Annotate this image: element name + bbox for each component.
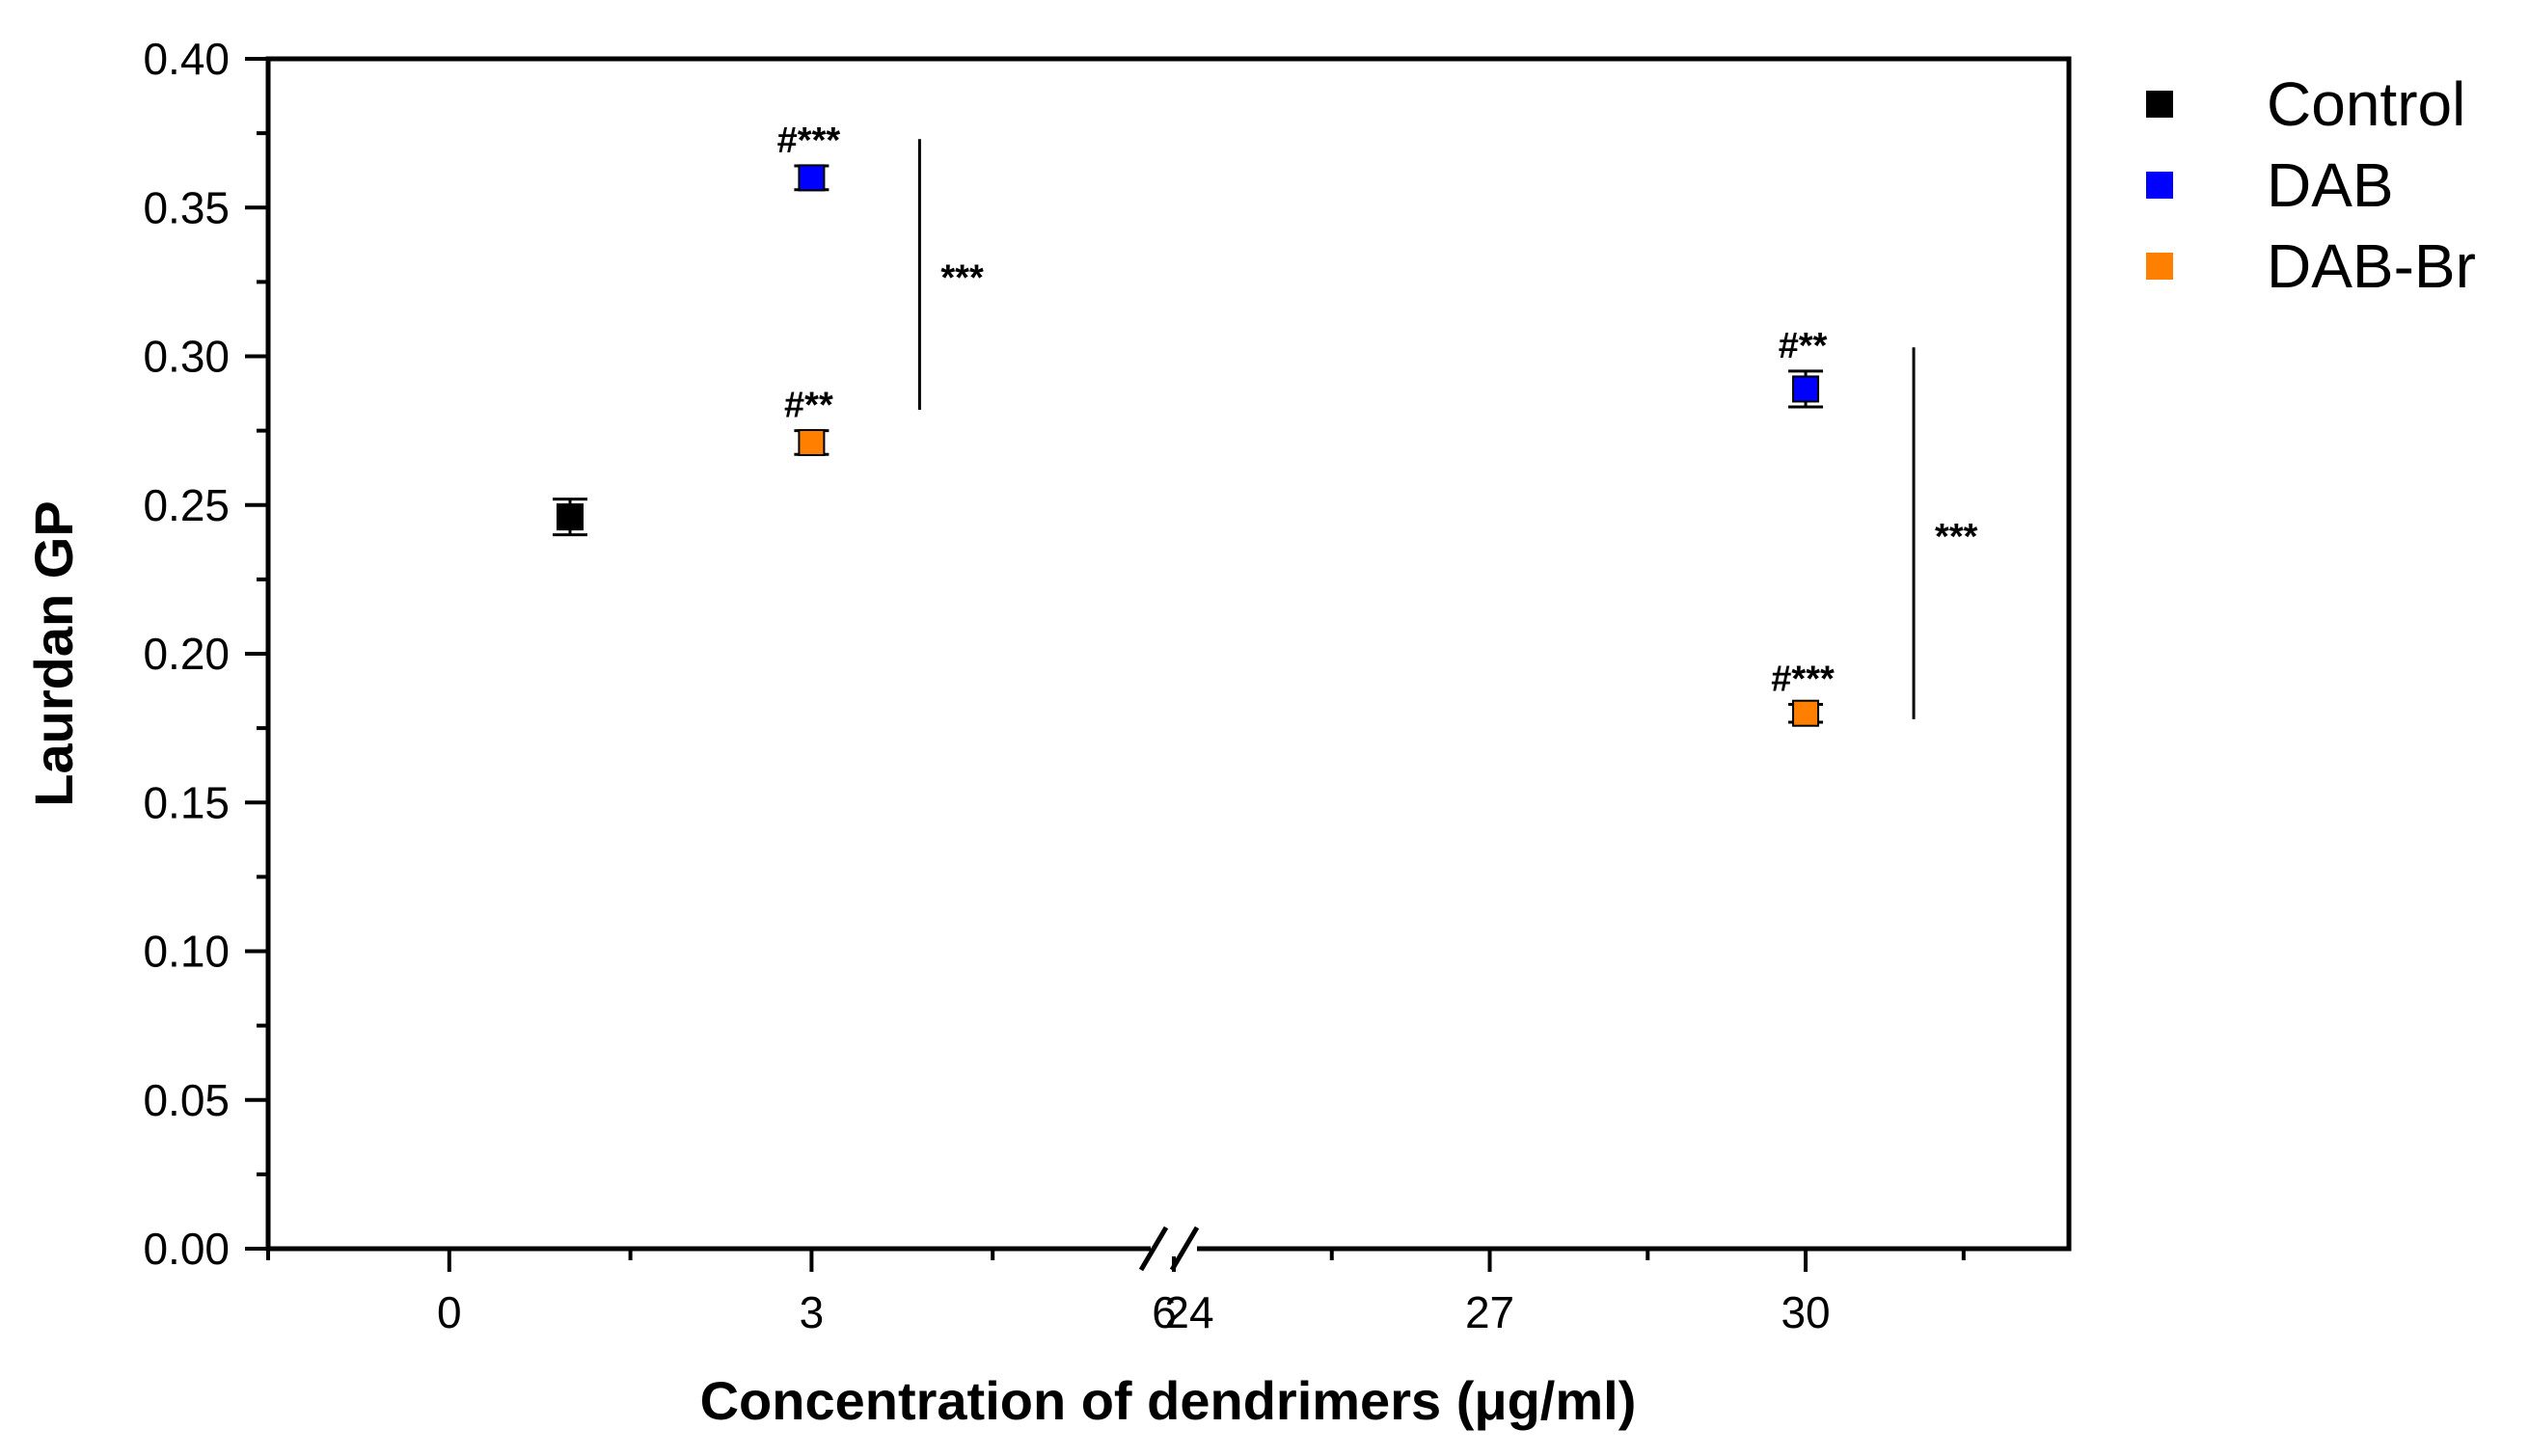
- x-tick-label: 6: [1152, 1287, 1177, 1337]
- data-point: [557, 503, 584, 531]
- legend-label: DAB: [2267, 150, 2394, 220]
- point-annotation: #***: [1771, 659, 1835, 699]
- break-slash: [1138, 1226, 1169, 1272]
- data-point: [798, 428, 826, 456]
- y-axis-title: Laurdan GP: [23, 500, 84, 806]
- y-tick-label: 0.40: [143, 34, 230, 84]
- y-tick-label: 0.05: [143, 1075, 230, 1125]
- data-point: [1792, 699, 1820, 727]
- point-annotation: #***: [777, 121, 841, 161]
- data-points: #*** #** #** #***: [553, 121, 1835, 727]
- plot-frame: [265, 56, 2072, 1252]
- x-tick-label: 0: [437, 1287, 462, 1337]
- y-tick-label: 0.20: [143, 629, 230, 679]
- x-tick-label: 3: [800, 1287, 825, 1337]
- legend: Control DAB DAB-Br: [2146, 69, 2476, 301]
- point-annotation: #**: [1779, 326, 1828, 366]
- y-tick-label: 0.15: [143, 777, 230, 827]
- x-tick-label: 24: [1164, 1287, 1213, 1337]
- x-tick-label: 27: [1465, 1287, 1514, 1337]
- data-point: [798, 164, 826, 192]
- y-tick-label: 0.35: [143, 182, 230, 232]
- point-annotation: #**: [784, 386, 833, 426]
- bracket-label: ***: [940, 258, 984, 299]
- legend-marker: [2146, 172, 2173, 199]
- axis-break-mark: [1138, 1226, 1200, 1272]
- y-tick-label: 0.25: [143, 480, 230, 530]
- y-tick-label: 0.10: [143, 927, 230, 977]
- break-slash: [1169, 1226, 1200, 1272]
- significance-brackets: *** ***: [917, 139, 1978, 719]
- x-tick-label: 30: [1781, 1287, 1830, 1337]
- y-axis: 0.00 0.05 0.10 0.15 0.20 0.25 0.30 0.35 0.40: [143, 34, 268, 1274]
- legend-label: Control: [2267, 69, 2465, 139]
- x-axis-title: Concentration of dendrimers (μg/ml): [700, 1370, 1637, 1431]
- y-tick-label: 0.00: [143, 1224, 230, 1274]
- legend-marker: [2146, 253, 2173, 280]
- legend-label: DAB-Br: [2267, 231, 2476, 301]
- x-axis: 0 3 624 27 30: [266, 1249, 1966, 1337]
- y-tick-label: 0.30: [143, 332, 230, 382]
- bracket-label: ***: [1935, 517, 1978, 557]
- data-point: [1792, 375, 1820, 403]
- legend-marker: [2146, 91, 2173, 118]
